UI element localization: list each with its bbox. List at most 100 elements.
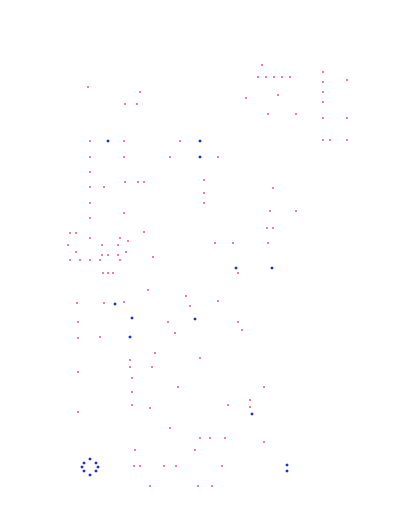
pixel-dot xyxy=(101,254,103,256)
pixel-dot xyxy=(129,359,131,361)
pixel-dot xyxy=(263,386,265,388)
pixel-dot xyxy=(237,272,239,274)
pixel-dot xyxy=(322,117,324,119)
pixel-dot xyxy=(322,81,324,83)
blue-dot xyxy=(285,469,289,473)
blue-dot xyxy=(193,317,197,321)
pixel-dot xyxy=(169,427,171,429)
pixel-dot xyxy=(123,301,125,303)
pixel-dot xyxy=(322,101,324,103)
pixel-dot xyxy=(124,181,126,183)
blue-dot xyxy=(106,139,110,143)
pixel-dot xyxy=(112,272,114,274)
pixel-dot xyxy=(267,113,269,115)
pixel-dot xyxy=(147,289,149,291)
blue-dot xyxy=(96,465,100,469)
pixel-dot xyxy=(272,227,274,229)
pixel-dot xyxy=(139,465,141,467)
pixel-dot xyxy=(281,76,283,78)
pixel-dot xyxy=(89,171,91,173)
pixel-dot xyxy=(76,302,78,304)
pixel-dot xyxy=(249,406,251,408)
pixel-dot xyxy=(89,237,91,239)
blue-dot xyxy=(88,473,92,477)
pixel-dot xyxy=(346,117,348,119)
pixel-dot xyxy=(77,337,79,339)
pixel-dot xyxy=(131,391,133,393)
blue-dot xyxy=(285,463,289,467)
blue-dot xyxy=(130,316,134,320)
pixel-dot xyxy=(149,407,151,409)
pixel-dot xyxy=(89,217,91,219)
blue-dot xyxy=(82,461,86,465)
pixel-dot xyxy=(203,192,205,194)
pixel-dot xyxy=(295,210,297,212)
pixel-dot xyxy=(125,251,127,253)
pixel-dot xyxy=(209,437,211,439)
pixel-dot xyxy=(221,465,223,467)
pixel-dot xyxy=(179,140,181,142)
pixel-dot xyxy=(249,399,251,401)
pixel-dot xyxy=(266,227,268,229)
pixel-dot xyxy=(77,411,79,413)
pixel-dot xyxy=(177,386,179,388)
pixel-dot xyxy=(346,139,348,141)
pixel-dot xyxy=(136,103,138,105)
pixel-dot xyxy=(346,79,348,81)
pixel-dot xyxy=(263,441,265,443)
pixel-dot xyxy=(131,377,133,379)
blue-dot xyxy=(234,266,238,270)
pixel-dot xyxy=(123,156,125,158)
pixel-dot xyxy=(289,76,291,78)
pixel-dot xyxy=(241,329,243,331)
pixel-dot xyxy=(119,259,121,261)
pixel-dot xyxy=(267,242,269,244)
blue-dot xyxy=(113,302,117,306)
pixel-dot xyxy=(143,231,145,233)
pixel-dot xyxy=(199,437,201,439)
pixel-dot xyxy=(133,465,135,467)
blue-dot xyxy=(128,335,132,339)
pixel-dot xyxy=(224,437,226,439)
pixel-dot xyxy=(257,76,259,78)
pixel-dot xyxy=(174,332,176,334)
pixel-dot xyxy=(134,449,136,451)
pixel-dot xyxy=(117,254,119,256)
blue-dot xyxy=(270,266,274,270)
pixel-dot xyxy=(143,181,145,183)
pixel-dot xyxy=(123,140,125,142)
pixel-dot xyxy=(124,103,126,105)
pixel-dot xyxy=(89,259,91,261)
pixel-dot xyxy=(169,156,171,158)
pixel-dot xyxy=(211,485,213,487)
pixel-dot xyxy=(167,321,169,323)
pixel-dot xyxy=(273,76,275,78)
pixel-dot xyxy=(89,202,91,204)
pixel-dot xyxy=(89,186,91,188)
pixel-dot xyxy=(119,237,121,239)
pixel-dot xyxy=(75,232,77,234)
pixel-dot xyxy=(129,366,131,368)
pixel-dot xyxy=(232,242,234,244)
pixel-dot xyxy=(89,156,91,158)
blue-dot xyxy=(94,461,98,465)
pixel-dot xyxy=(265,76,267,78)
pixel-dot xyxy=(152,256,154,258)
pixel-dot xyxy=(329,139,331,141)
pixel-dot xyxy=(175,465,177,467)
pixel-dot xyxy=(79,259,81,261)
pixel-dot xyxy=(214,242,216,244)
pixel-dot xyxy=(199,357,201,359)
pixel-dot xyxy=(117,244,119,246)
pixel-dot xyxy=(227,404,229,406)
pixel-dot xyxy=(107,272,109,274)
pixel-dot xyxy=(149,485,151,487)
blue-dot xyxy=(198,139,202,143)
pixel-dot xyxy=(101,244,103,246)
pixel-dot xyxy=(245,97,247,99)
pixel-dot xyxy=(67,244,69,246)
pixel-dot xyxy=(194,449,196,451)
pixel-dot xyxy=(87,86,89,88)
pixel-dot xyxy=(277,94,279,96)
